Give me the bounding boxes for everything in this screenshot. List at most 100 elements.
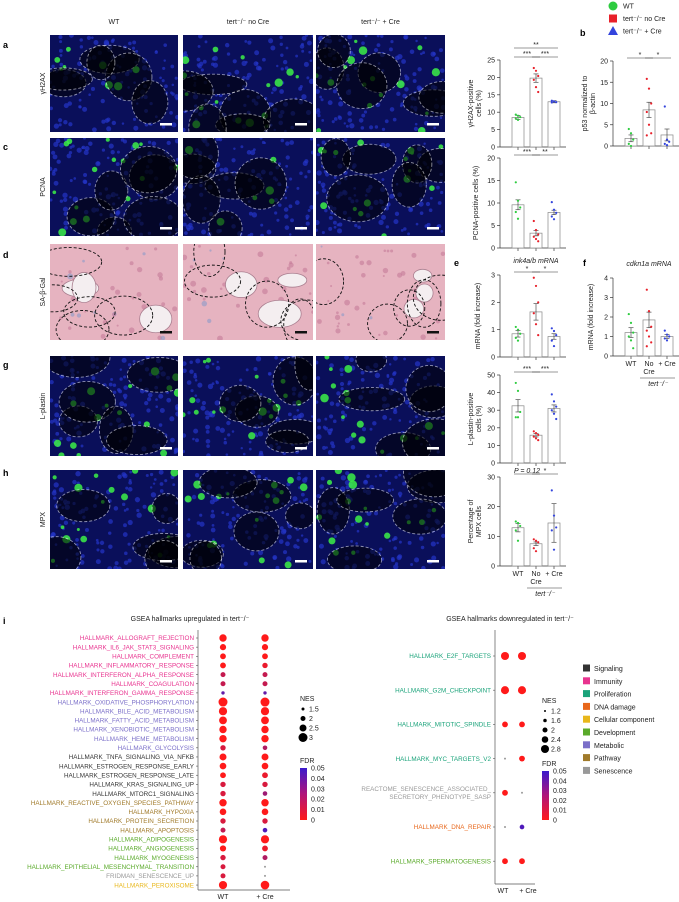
category-swatch-icon (583, 664, 590, 672)
bar (511, 204, 525, 249)
gsea-dot-ns (504, 757, 506, 760)
micrograph-h-2 (316, 470, 445, 569)
y-tick-label: 20 (600, 59, 608, 66)
data-point (550, 339, 553, 342)
data-point (555, 334, 558, 337)
significance-label: * (544, 468, 547, 475)
category-swatch-icon (583, 741, 590, 749)
row-label: HALLMARK_G2M_CHECKPOINT (395, 687, 491, 694)
category-label: Cellular component (594, 717, 654, 724)
data-point (514, 113, 517, 116)
gsea-dot (517, 686, 527, 695)
nes-legend-label: 2.8 (551, 747, 561, 754)
y-tick-label: 0 (491, 145, 495, 152)
gsea-dot (502, 789, 508, 796)
row-label: HALLMARK_PROTEIN_SECRETION (88, 818, 194, 825)
data-point (534, 228, 538, 232)
gsea-dot (519, 858, 525, 865)
panel-label-b: b (580, 28, 586, 38)
data-point (650, 325, 653, 328)
bar (511, 117, 525, 148)
legend-square-icon (609, 14, 617, 23)
y-tick-label: 10 (487, 201, 495, 208)
row-label: HALLMARK_XENOBIOTIC_METABOLISM (73, 727, 194, 734)
dot-plot-i-up: GSEA hallmarks upregulated in tert⁻/⁻ WT +… (27, 616, 325, 901)
data-point (516, 217, 520, 220)
micrograph-a-1 (183, 35, 313, 132)
data-point (627, 335, 630, 338)
row-label: SECRETORY_PHENOTYPE_SASP (389, 794, 491, 801)
y-tick-label: 20 (487, 75, 495, 82)
scale-bar (295, 123, 307, 126)
data-point (645, 134, 648, 137)
gsea-dot (219, 725, 227, 734)
data-point (665, 138, 669, 141)
legend-label: tert⁻/⁻ + Cre (623, 29, 662, 36)
row-label: HALLMARK_EPITHELIAL_MESENCHYMAL_TRANSITI… (27, 864, 194, 871)
data-point (537, 541, 540, 544)
data-point (514, 416, 517, 419)
data-point (555, 211, 558, 214)
fdr-tick-label: 0.05 (553, 769, 567, 776)
data-point (532, 219, 535, 223)
category-legend-item: DNA damage (583, 702, 636, 711)
scale-bar (160, 227, 172, 230)
bar (547, 101, 561, 148)
gsea-dot (219, 845, 227, 852)
panel-label-i: i (3, 616, 6, 626)
column-header: tert⁻/⁻ no Cre (227, 19, 270, 26)
category-swatch-icon (583, 754, 590, 762)
row-label: HALLMARK_E2F_TARGETS (409, 653, 491, 660)
y-tick-label: 25 (487, 58, 495, 65)
micrograph-g-1 (183, 356, 313, 456)
data-point (516, 328, 520, 331)
column-header: tert⁻/⁻ + Cre (361, 19, 400, 26)
row-label: HALLMARK_ESTROGEN_RESPONSE_EARLY (59, 763, 195, 770)
fdr-tick-label: 0.01 (553, 808, 567, 815)
gsea-dot (219, 808, 227, 816)
data-point (552, 208, 556, 211)
data-point (537, 90, 540, 94)
gsea-dot (218, 707, 228, 716)
row-label: FRIDMAN_SENESCENCE_UP (106, 873, 194, 880)
data-point (534, 237, 538, 241)
gsea-dot (262, 745, 268, 751)
bar (529, 543, 543, 567)
significance-label: *** (541, 51, 549, 58)
data-point (555, 405, 558, 408)
x-label-wt: WT (626, 361, 638, 368)
panel-label-f: f (583, 258, 587, 268)
gsea-dot (220, 818, 226, 824)
data-point (514, 117, 517, 120)
significance-label: *** (523, 51, 531, 58)
gsea-dot (261, 762, 269, 770)
gsea-dot (263, 691, 267, 695)
y-tick-label: 0 (604, 354, 608, 361)
data-point (532, 66, 535, 70)
x-tick-label: WT (218, 894, 230, 901)
data-point (555, 526, 558, 529)
y-tick-label: 20 (487, 425, 495, 432)
x-label-no-cre: Cre (643, 369, 654, 376)
y-axis-label: γH2AX-positive (468, 79, 475, 127)
category-label: Signaling (594, 666, 623, 673)
gsea-dot (220, 790, 226, 797)
gsea-dot (219, 716, 227, 725)
gsea-dot (261, 725, 269, 734)
significance-label: ** (542, 149, 548, 156)
data-point (532, 547, 535, 550)
y-axis-label: Percentage of (468, 500, 475, 544)
stain-label: γH2AX (40, 72, 47, 94)
gsea-dot (261, 799, 269, 807)
gsea-dot-ns (264, 874, 266, 877)
data-point (629, 321, 633, 324)
nes-legend-label: 1.5 (309, 707, 319, 714)
gsea-dot (220, 864, 226, 870)
legend-label: tert⁻/⁻ no Cre (623, 16, 666, 23)
nes-legend-title: NES (542, 698, 557, 705)
scale-bar (427, 123, 439, 126)
data-point (550, 101, 553, 104)
row-label: HALLMARK_INTERFERON_GAMMA_RESPONSE (50, 690, 194, 697)
x-tick-label: WT (498, 888, 510, 895)
category-label: Development (594, 730, 635, 737)
